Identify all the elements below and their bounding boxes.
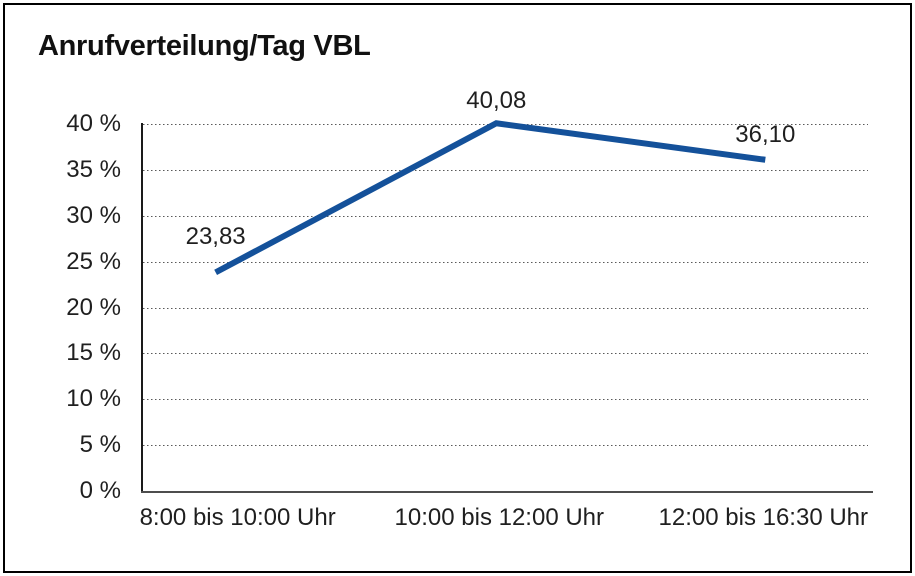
y-axis-tick-label: 10 % [66,385,121,413]
y-axis-tick-label: 35 % [66,155,121,183]
y-axis-tick-label: 5 % [79,431,121,459]
data-point-label: 23,83 [185,223,246,251]
data-point-label: 40,08 [466,87,527,115]
data-point-label: 36,10 [735,120,796,148]
x-axis-category-label: 10:00 bis 12:00 Uhr [394,504,605,531]
y-axis-tick-label: 30 % [66,201,121,229]
y-axis-tick-label: 40 % [66,110,121,137]
x-axis-category-label: 8:00 bis 10:00 Uhr [139,504,336,531]
data-line [214,120,766,276]
y-axis-tick-label: 15 % [66,339,121,367]
y-axis-tick-label: 25 % [66,247,121,275]
chart-title: Anrufverteilung/Tag VBL [38,30,371,62]
y-axis-tick-label: 0 % [79,477,121,504]
x-axis-category-label: 12:00 bis 16:30 Uhr [658,504,869,531]
y-axis-tick-label: 20 % [66,293,121,321]
